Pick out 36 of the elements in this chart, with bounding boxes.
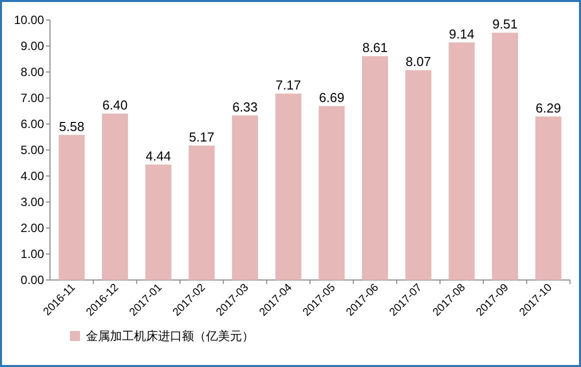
text: 8.61 bbox=[362, 40, 388, 56]
text: 6.33 bbox=[232, 99, 258, 114]
bar bbox=[232, 115, 258, 280]
bar bbox=[145, 164, 172, 280]
bar bbox=[58, 134, 85, 280]
y-tick-label: 8.00 bbox=[20, 65, 44, 79]
y-tick-label: 2.00 bbox=[20, 221, 44, 235]
y-tick-label: 10.00 bbox=[14, 13, 44, 27]
text: 5.17 bbox=[189, 130, 214, 145]
text: 5.58 bbox=[59, 118, 84, 134]
y-tick-label: 0.00 bbox=[20, 273, 44, 287]
text: 6.29 bbox=[536, 100, 561, 116]
bar bbox=[405, 70, 432, 280]
bar bbox=[448, 42, 475, 280]
legend-label: 金属加工机床进口额（亿美元） bbox=[86, 329, 254, 343]
text: 6.40 bbox=[102, 98, 128, 113]
bar bbox=[188, 146, 215, 280]
y-tick-label: 6.00 bbox=[20, 117, 44, 131]
y-tick-label: 4.00 bbox=[20, 169, 44, 183]
text: 7.17 bbox=[276, 78, 301, 93]
bar bbox=[102, 114, 128, 280]
y-tick-label: 9.00 bbox=[20, 39, 44, 53]
text: 6.69 bbox=[319, 90, 344, 106]
bar bbox=[318, 106, 345, 280]
bar bbox=[275, 94, 302, 280]
y-tick-label: 1.00 bbox=[20, 247, 44, 261]
bar bbox=[535, 116, 562, 280]
bar bbox=[492, 32, 518, 280]
text: 4.44 bbox=[146, 148, 171, 164]
text: 9.14 bbox=[449, 26, 474, 42]
y-tick-label: 5.00 bbox=[20, 143, 44, 157]
text: 8.07 bbox=[406, 54, 431, 70]
text: 9.51 bbox=[492, 16, 518, 32]
bar bbox=[362, 56, 388, 280]
y-tick-label: 3.00 bbox=[20, 195, 44, 209]
y-tick-label: 7.00 bbox=[20, 91, 44, 105]
